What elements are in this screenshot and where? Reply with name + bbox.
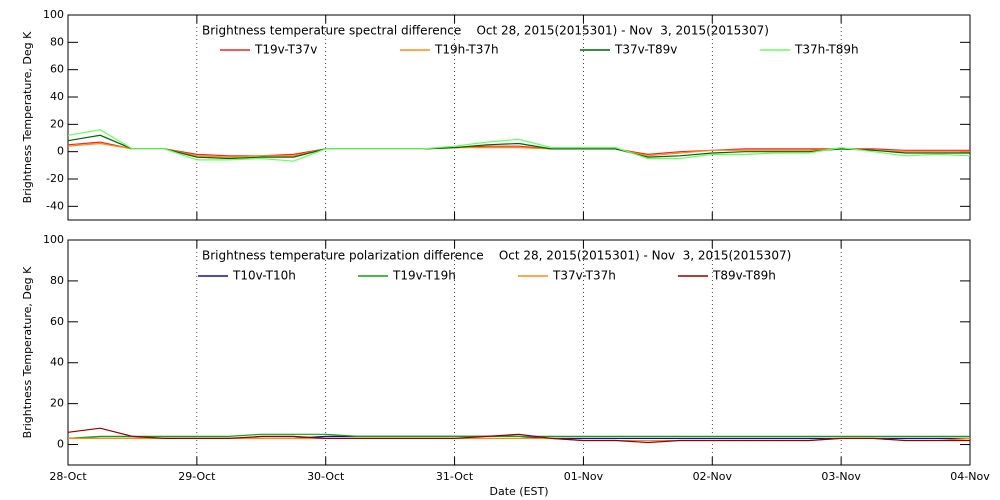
x-tick-label: 28-Oct [49, 470, 87, 483]
legend-label: T19v-T37v [254, 43, 317, 57]
y-tick-label: 80 [50, 274, 64, 287]
y-axis-label: Brightness Temperature, Deg K [21, 266, 34, 438]
x-tick-label: 04-Nov [950, 470, 990, 483]
plot-frame [67, 14, 971, 221]
x-tick-label: 03-Nov [821, 470, 861, 483]
data-line [67, 427, 970, 444]
legend-label: T37h-T89h [794, 43, 859, 57]
y-tick-label: 40 [50, 356, 64, 369]
y-tick-label: 100 [43, 8, 64, 21]
y-tick-label: 0 [57, 145, 64, 158]
legend-label: T89v-T89h [712, 269, 776, 283]
chart-title: Brightness temperature spectral differen… [202, 24, 769, 38]
plot-frame [67, 239, 971, 466]
y-tick-label: 60 [50, 63, 64, 76]
legend-label: T10v-T10h [232, 269, 296, 283]
x-tick-label: 30-Oct [307, 470, 345, 483]
y-tick-label: 40 [50, 90, 64, 103]
y-tick-label: 20 [50, 397, 64, 410]
y-axis-label: Brightness Temperature, Deg K [21, 31, 34, 203]
chart-title: Brightness temperature polarization diff… [202, 249, 791, 263]
data-line [67, 141, 970, 157]
legend-label: T19v-T19h [392, 269, 456, 283]
data-line [67, 433, 970, 439]
legend-label: T19h-T37h [434, 43, 499, 57]
data-line [67, 142, 970, 158]
y-tick-label: 80 [50, 35, 64, 48]
y-tick-label: -40 [46, 199, 64, 212]
x-axis-label: Date (EST) [489, 485, 548, 498]
y-tick-label: 20 [50, 117, 64, 130]
x-tick-label: 02-Nov [693, 470, 733, 483]
y-tick-label: 0 [57, 438, 64, 451]
y-tick-label: 100 [43, 233, 64, 246]
x-tick-label: 01-Nov [564, 470, 604, 483]
y-tick-label: 60 [50, 315, 64, 328]
x-tick-label: 31-Oct [436, 470, 474, 483]
y-tick-label: -20 [46, 172, 64, 185]
x-tick-label: 29-Oct [178, 470, 216, 483]
data-line [67, 129, 971, 162]
legend-label: T37v-T89v [614, 43, 677, 57]
legend-label: T37v-T37h [552, 269, 616, 283]
